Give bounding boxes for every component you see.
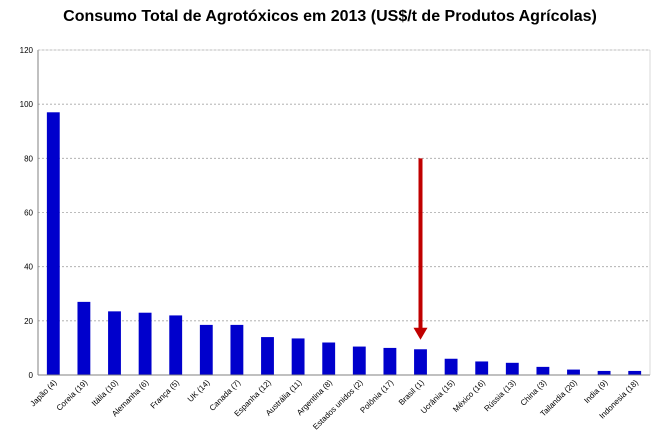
bar (628, 370, 642, 375)
x-tick-label: Polônia (17) (358, 378, 395, 415)
y-tick-label: 0 (29, 371, 34, 380)
bar (567, 369, 580, 375)
axes (37, 49, 651, 376)
chart-title: Consumo Total de Agrotóxicos em 2013 (US… (63, 8, 597, 25)
bar (505, 362, 519, 375)
x-tick-label: Itália (10) (90, 378, 120, 408)
bar (230, 324, 244, 375)
x-tick-label: França (5) (149, 378, 182, 411)
bar (414, 349, 427, 375)
bars (46, 112, 642, 376)
bar (169, 315, 183, 375)
bar (46, 112, 60, 376)
bar (138, 312, 152, 375)
x-tick-label: India (9) (582, 378, 609, 405)
x-tick-label: Coreia (19) (55, 378, 90, 413)
bar (597, 370, 611, 375)
bar (475, 361, 489, 375)
x-tick-label: UK (14) (186, 378, 212, 404)
bar (108, 311, 121, 375)
bar (199, 324, 213, 375)
bar (536, 366, 550, 375)
y-tick-label: 60 (24, 209, 33, 218)
bar (444, 358, 458, 375)
y-tick-label: 120 (20, 46, 34, 55)
x-tick-label: Brasil (1) (397, 378, 426, 407)
bar (322, 342, 336, 375)
y-axis-ticks: 0 20 40 60 80 100 120 (20, 46, 34, 380)
x-tick-label: México (16) (451, 378, 487, 414)
y-tick-label: 20 (24, 317, 33, 326)
x-tick-label: Rússia (13) (482, 378, 518, 414)
y-tick-label: 100 (20, 100, 34, 109)
bar (352, 346, 366, 375)
bar (77, 301, 91, 375)
x-axis-ticks: Japão (4)Coreia (19) Itália (10)Alemanha … (28, 378, 640, 432)
bar (383, 347, 397, 375)
annotation-arrow (413, 158, 428, 340)
grid-lines (38, 49, 650, 322)
x-tick-label: China (3) (519, 378, 549, 408)
arrow-head (413, 327, 428, 340)
x-tick-label: Japão (4) (28, 378, 58, 408)
y-tick-label: 40 (24, 263, 33, 272)
bar (261, 337, 274, 375)
y-tick-label: 80 (24, 154, 33, 163)
bar (291, 338, 305, 375)
